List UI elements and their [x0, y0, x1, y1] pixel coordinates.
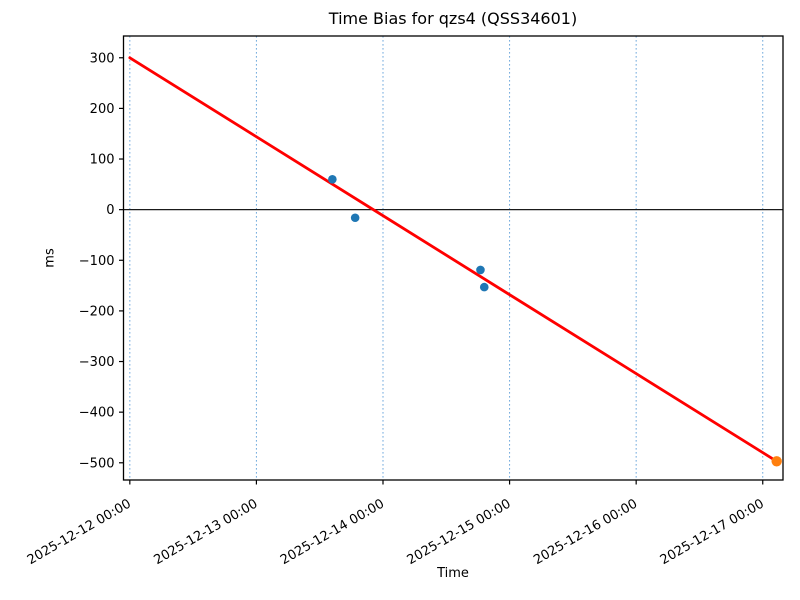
observed-bias-point: [479, 282, 489, 292]
x-tick-label: 2025-12-16 00:00: [531, 496, 640, 568]
y-tick-label: −200: [79, 304, 115, 319]
observed-bias-point: [476, 265, 485, 275]
x-tick-label: 2025-12-13 00:00: [151, 496, 260, 568]
y-tick-label: −100: [79, 254, 115, 269]
chart-title: Time Bias for qzs4 (QSS34601): [328, 9, 578, 28]
y-tick-label: 100: [90, 153, 115, 168]
y-tick-label: 300: [90, 51, 115, 66]
x-tick-label: 2025-12-17 00:00: [658, 496, 767, 568]
y-axis-label: ms: [42, 248, 58, 268]
y-tick-label: 200: [90, 102, 115, 117]
trend-line: [128, 56, 779, 463]
x-axis-label: Time: [437, 566, 469, 581]
observed-bias-point: [350, 213, 360, 223]
y-tick-label: 0: [106, 203, 114, 218]
extrapolated-bias-point: [771, 456, 782, 467]
y-tick-label: −400: [79, 406, 115, 421]
x-tick-label: 2025-12-12 00:00: [25, 496, 134, 568]
y-tick-label: −300: [79, 355, 115, 370]
plot-border: [122, 35, 784, 481]
x-tick-label: 2025-12-15 00:00: [405, 496, 514, 568]
x-tick-label: 2025-12-14 00:00: [278, 496, 387, 568]
observed-bias-point: [328, 174, 337, 184]
y-tick-label: −500: [79, 456, 115, 471]
